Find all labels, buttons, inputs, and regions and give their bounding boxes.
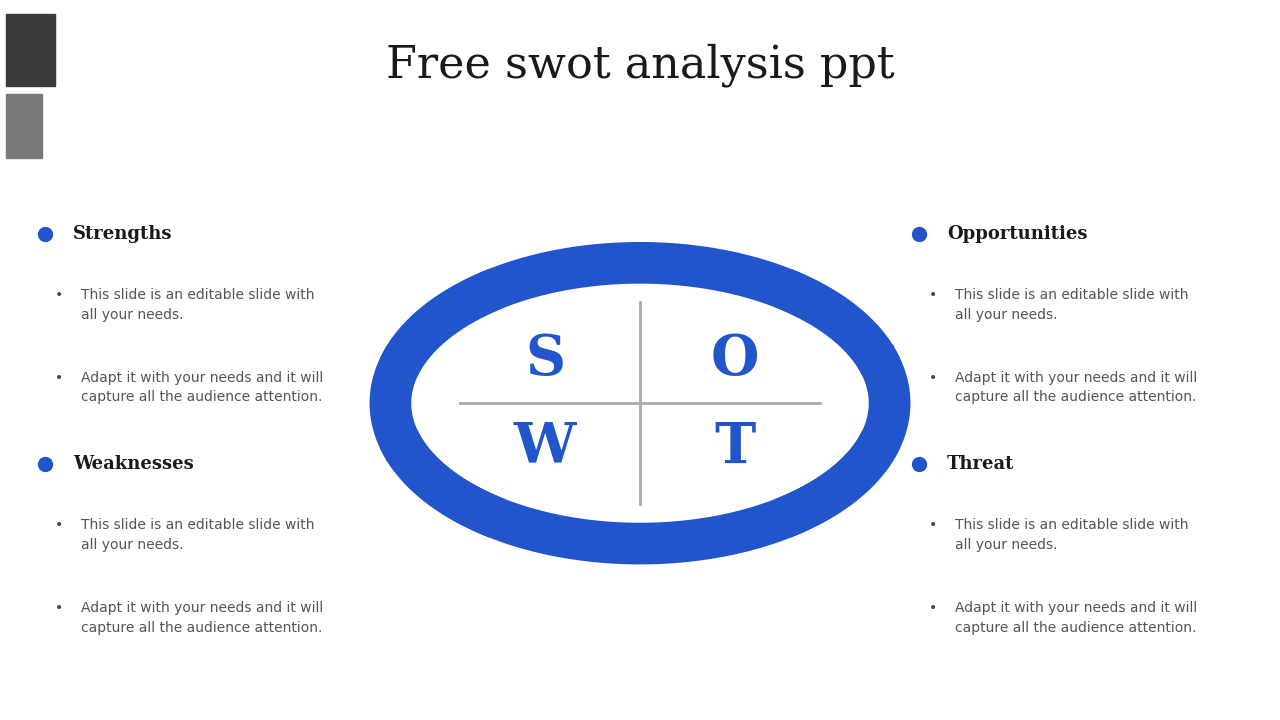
- Text: This slide is an editable slide with
all your needs.: This slide is an editable slide with all…: [81, 518, 314, 552]
- Text: Strengths: Strengths: [73, 225, 173, 243]
- Text: Weaknesses: Weaknesses: [73, 456, 193, 474]
- Bar: [6, 94, 42, 158]
- Text: Free swot analysis ppt: Free swot analysis ppt: [385, 43, 895, 86]
- Text: Adapt it with your needs and it will
capture all the audience attention.: Adapt it with your needs and it will cap…: [955, 371, 1197, 405]
- Text: O: O: [710, 332, 759, 387]
- Polygon shape: [387, 439, 429, 461]
- Text: W: W: [515, 420, 576, 474]
- Text: This slide is an editable slide with
all your needs.: This slide is an editable slide with all…: [81, 288, 314, 322]
- Text: •: •: [55, 518, 63, 532]
- Text: •: •: [929, 518, 937, 532]
- Text: •: •: [929, 371, 937, 384]
- Polygon shape: [457, 288, 497, 309]
- Text: Adapt it with your needs and it will
capture all the audience attention.: Adapt it with your needs and it will cap…: [955, 601, 1197, 635]
- Bar: [6, 14, 55, 86]
- Text: Adapt it with your needs and it will
capture all the audience attention.: Adapt it with your needs and it will cap…: [81, 601, 323, 635]
- Text: •: •: [55, 288, 63, 302]
- Text: Adapt it with your needs and it will
capture all the audience attention.: Adapt it with your needs and it will cap…: [81, 371, 323, 405]
- Text: Opportunities: Opportunities: [947, 225, 1088, 243]
- Text: •: •: [929, 601, 937, 615]
- Text: S: S: [525, 332, 566, 387]
- Text: T: T: [714, 420, 755, 474]
- Text: This slide is an editable slide with
all your needs.: This slide is an editable slide with all…: [955, 518, 1188, 552]
- Text: •: •: [929, 288, 937, 302]
- Text: This slide is an editable slide with
all your needs.: This slide is an editable slide with all…: [955, 288, 1188, 322]
- Text: •: •: [55, 371, 63, 384]
- Polygon shape: [851, 346, 893, 367]
- Text: •: •: [55, 601, 63, 615]
- Text: Threat: Threat: [947, 456, 1015, 474]
- Polygon shape: [783, 498, 823, 518]
